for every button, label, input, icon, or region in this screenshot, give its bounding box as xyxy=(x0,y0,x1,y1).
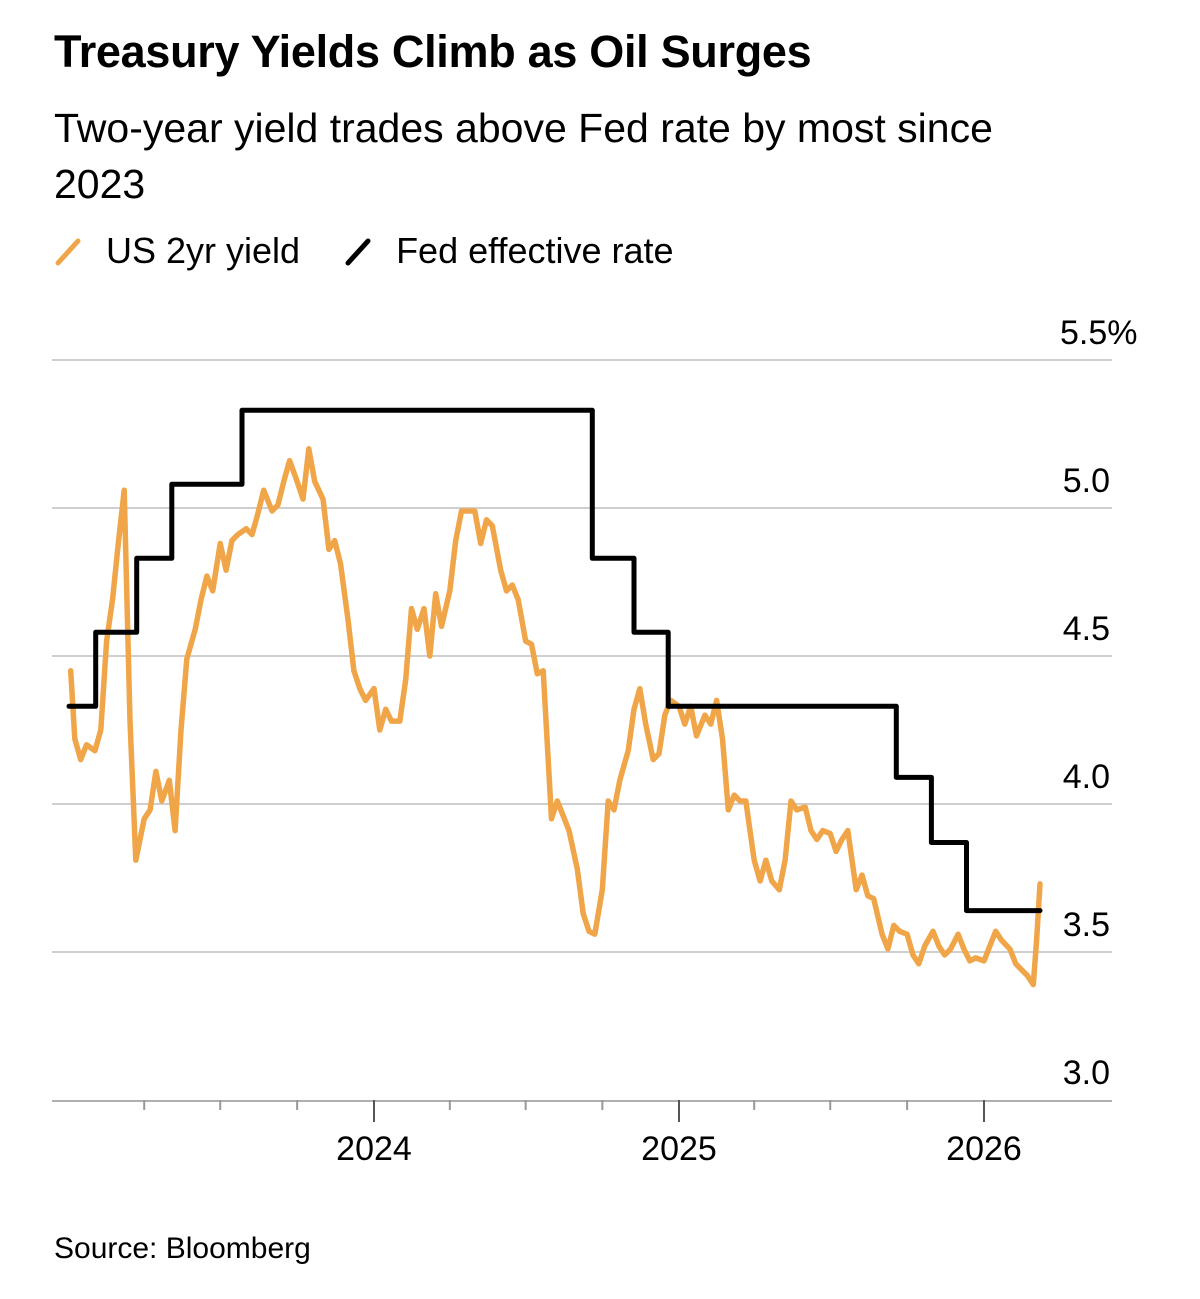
legend-swatch-us-2yr-yield xyxy=(55,238,81,266)
y-tick-label: 5.0 xyxy=(1063,462,1110,500)
series-lines xyxy=(66,407,1043,988)
legend-item-us-2yr-yield: US 2yr yield xyxy=(54,230,300,272)
x-tick-label: 2024 xyxy=(336,1130,412,1168)
y-tick-label: 3.0 xyxy=(1063,1054,1110,1092)
series-line-fed-effective-rate xyxy=(66,407,1043,914)
legend-label-us-2yr-yield: US 2yr yield xyxy=(106,230,301,271)
legend-swatch-fed-effective-rate xyxy=(345,238,371,266)
legend: US 2yr yield Fed effective rate xyxy=(54,230,718,272)
y-tick-label: 4.5 xyxy=(1063,610,1110,648)
gridlines xyxy=(52,359,1112,953)
x-tick-label: 2025 xyxy=(641,1130,717,1168)
y-tick-label: 4.0 xyxy=(1063,758,1110,796)
series-line-us-2yr-yield xyxy=(67,446,1043,988)
chart-subtitle: Two-year yield trades above Fed rate by … xyxy=(54,105,993,207)
chart-title: Treasury Yields Climb as Oil Surges xyxy=(54,26,812,77)
legend-label-fed-effective-rate: Fed effective rate xyxy=(396,230,674,271)
source-note: Source: Bloomberg xyxy=(54,1232,311,1265)
y-tick-label: 3.5 xyxy=(1063,906,1110,944)
x-axis: 2024 2025 2026 xyxy=(52,1100,1112,1168)
legend-item-fed-effective-rate: Fed effective rate xyxy=(344,230,674,272)
y-tick-label: 5.5% xyxy=(1060,314,1138,352)
y-axis-labels: 3.0 3.5 4.0 4.5 5.0 5.5% xyxy=(1060,314,1138,1092)
x-tick-label: 2026 xyxy=(946,1130,1022,1168)
